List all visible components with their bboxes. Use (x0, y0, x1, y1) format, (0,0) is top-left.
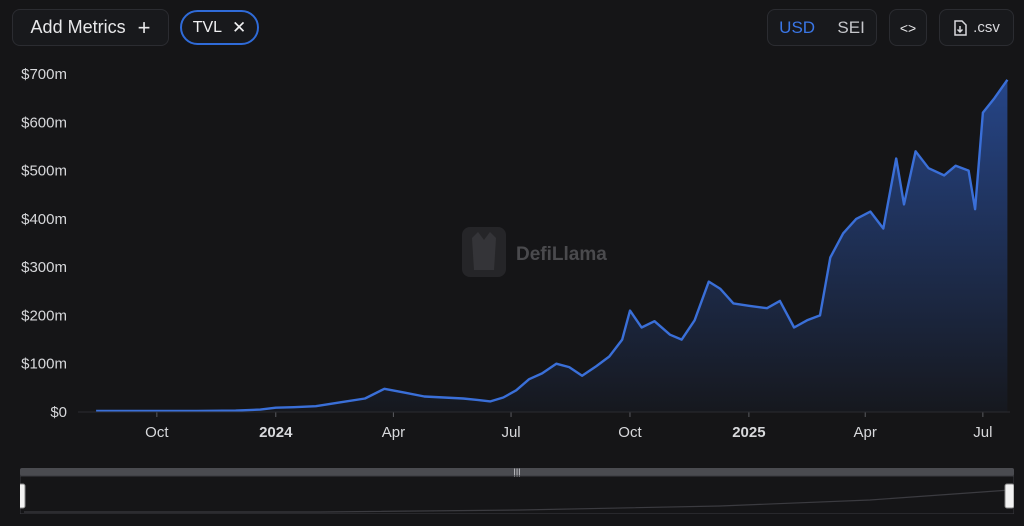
x-tick-label: Apr (382, 424, 405, 441)
currency-usd-option[interactable]: USD (779, 17, 816, 37)
watermark-text: DefiLlama (516, 244, 607, 265)
plus-icon: + (137, 14, 151, 40)
tvl-chart: DefiLlama $700m $600m $500m $400m $300m $200m… (21, 66, 1010, 441)
download-file-icon (954, 19, 967, 36)
csv-label: .csv (973, 19, 1000, 36)
add-metrics-button[interactable]: Add Metrics + (12, 9, 169, 46)
y-tick-label: $100m (21, 356, 67, 373)
x-tick-label: 2024 (259, 424, 293, 441)
brush-right-handle[interactable] (1004, 483, 1015, 509)
brush-left-handle[interactable] (15, 483, 26, 509)
y-tick-label: $500m (21, 163, 67, 180)
x-tick-label: Oct (145, 424, 169, 441)
embed-button[interactable]: <> (889, 9, 927, 46)
defillama-watermark: DefiLlama (462, 227, 607, 277)
y-tick-label: $200m (21, 307, 67, 324)
download-csv-button[interactable]: .csv (939, 9, 1014, 46)
y-tick-label: $600m (21, 114, 67, 131)
code-icon: <> (899, 19, 917, 36)
close-icon[interactable]: ✕ (232, 17, 247, 37)
x-tick-label: Oct (618, 424, 642, 441)
y-tick-label: $700m (21, 66, 67, 83)
add-metrics-label: Add Metrics (30, 17, 126, 37)
time-range-brush[interactable]: ||| (15, 467, 1015, 515)
x-tick-label: Jul (501, 424, 520, 441)
tvl-chip-label: TVL (192, 18, 223, 36)
y-axis: $700m $600m $500m $400m $300m $200m $100m $0 (21, 66, 67, 421)
x-axis: Oct 2024 Apr Jul Oct 2025 Apr Jul (145, 412, 992, 441)
y-tick-label: $400m (21, 211, 67, 228)
currency-sei-option[interactable]: SEI (837, 17, 865, 37)
x-tick-label: Apr (854, 424, 877, 441)
tvl-line (96, 79, 1009, 413)
tvl-metric-chip[interactable]: TVL ✕ (180, 10, 259, 45)
currency-toggle: USD SEI (767, 9, 877, 46)
brush-preview-line (24, 489, 1011, 513)
tvl-area-fill (96, 79, 1008, 413)
y-tick-label: $300m (21, 259, 67, 276)
toolbar: Add Metrics + TVL ✕ USD SEI <> .csv (0, 0, 1024, 56)
y-tick-label: $0 (50, 404, 67, 421)
svg-text:|||: ||| (513, 468, 520, 477)
x-tick-label: 2025 (732, 424, 765, 441)
brush-handle-bar[interactable] (20, 468, 1014, 476)
x-tick-label: Jul (973, 424, 992, 441)
